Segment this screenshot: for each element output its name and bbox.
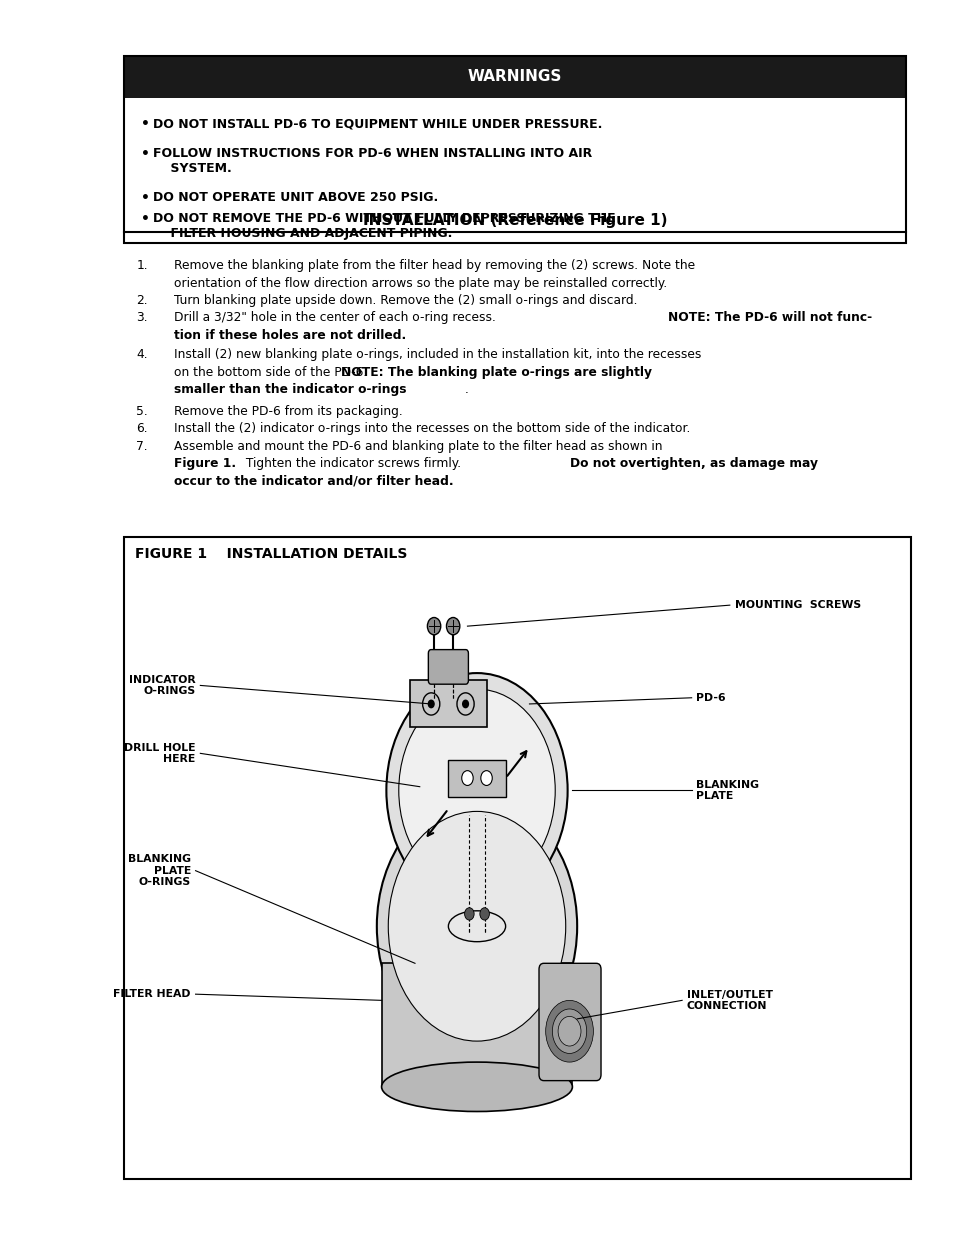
- Text: •: •: [141, 212, 150, 226]
- Text: tion if these holes are not drilled.: tion if these holes are not drilled.: [173, 329, 405, 342]
- Circle shape: [480, 909, 488, 919]
- Circle shape: [427, 618, 440, 635]
- Text: 4.: 4.: [136, 348, 148, 362]
- Text: BLANKING
PLATE: BLANKING PLATE: [696, 779, 759, 802]
- Circle shape: [545, 1000, 593, 1062]
- Text: 2.: 2.: [136, 294, 148, 308]
- Text: 3.: 3.: [136, 311, 148, 325]
- Text: INDICATOR
O-RINGS: INDICATOR O-RINGS: [129, 674, 195, 697]
- Circle shape: [464, 908, 474, 920]
- FancyBboxPatch shape: [538, 963, 600, 1081]
- Circle shape: [479, 908, 489, 920]
- Text: WARNINGS: WARNINGS: [468, 69, 561, 84]
- Text: DO NOT INSTALL PD-6 TO EQUIPMENT WHILE UNDER PRESSURE.: DO NOT INSTALL PD-6 TO EQUIPMENT WHILE U…: [152, 117, 601, 131]
- Text: .: .: [464, 383, 468, 396]
- Text: Remove the blanking plate from the filter head by removing the (2) screws. Note : Remove the blanking plate from the filte…: [173, 259, 694, 273]
- Circle shape: [376, 797, 577, 1056]
- FancyBboxPatch shape: [124, 56, 905, 98]
- Text: FOLLOW INSTRUCTIONS FOR PD-6 WHEN INSTALLING INTO AIR
    SYSTEM.: FOLLOW INSTRUCTIONS FOR PD-6 WHEN INSTAL…: [152, 147, 591, 175]
- Text: Install the (2) indicator o-rings into the recesses on the bottom side of the in: Install the (2) indicator o-rings into t…: [173, 422, 689, 436]
- Text: •: •: [141, 191, 150, 205]
- Text: 7.: 7.: [136, 440, 148, 453]
- Text: INLET/OUTLET
CONNECTION: INLET/OUTLET CONNECTION: [686, 989, 772, 1011]
- Text: Install (2) new blanking plate o-rings, included in the installation kit, into t: Install (2) new blanking plate o-rings, …: [173, 348, 700, 362]
- Text: DRILL HOLE
HERE: DRILL HOLE HERE: [124, 742, 195, 764]
- Text: Remove the PD-6 from its packaging.: Remove the PD-6 from its packaging.: [173, 405, 402, 419]
- Text: FILTER HEAD: FILTER HEAD: [113, 989, 191, 999]
- Ellipse shape: [381, 1062, 572, 1112]
- Circle shape: [446, 618, 459, 635]
- Text: Figure 1.: Figure 1.: [173, 457, 235, 471]
- Circle shape: [558, 1016, 580, 1046]
- Text: NOTE: The PD-6 will not func-: NOTE: The PD-6 will not func-: [667, 311, 871, 325]
- Text: smaller than the indicator o-rings: smaller than the indicator o-rings: [173, 383, 406, 396]
- Circle shape: [461, 771, 473, 785]
- Text: MOUNTING  SCREWS: MOUNTING SCREWS: [734, 600, 860, 610]
- Text: Do not overtighten, as damage may: Do not overtighten, as damage may: [569, 457, 817, 471]
- Text: NOTE: The blanking plate o-rings are slightly: NOTE: The blanking plate o-rings are sli…: [340, 366, 651, 379]
- Circle shape: [428, 700, 434, 708]
- Circle shape: [480, 771, 492, 785]
- FancyBboxPatch shape: [124, 537, 910, 1179]
- Text: Tighten the indicator screws firmly.: Tighten the indicator screws firmly.: [242, 457, 465, 471]
- Text: •: •: [141, 117, 150, 131]
- FancyBboxPatch shape: [381, 963, 572, 1087]
- Circle shape: [386, 673, 567, 908]
- Text: Turn blanking plate upside down. Remove the (2) small o-rings and discard.: Turn blanking plate upside down. Remove …: [173, 294, 637, 308]
- Text: Drill a 3/32" hole in the center of each o-ring recess.: Drill a 3/32" hole in the center of each…: [173, 311, 498, 325]
- Text: 6.: 6.: [136, 422, 148, 436]
- Text: on the bottom side of the PD-6.: on the bottom side of the PD-6.: [173, 366, 371, 379]
- Text: orientation of the flow direction arrows so the plate may be reinstalled correct: orientation of the flow direction arrows…: [173, 277, 666, 290]
- FancyBboxPatch shape: [428, 650, 468, 684]
- Circle shape: [462, 700, 468, 708]
- Circle shape: [388, 811, 565, 1041]
- Text: BLANKING
PLATE
O-RINGS: BLANKING PLATE O-RINGS: [128, 855, 191, 887]
- Text: Assemble and mount the PD-6 and blanking plate to the filter head as shown in: Assemble and mount the PD-6 and blanking…: [173, 440, 661, 453]
- Circle shape: [552, 1009, 586, 1053]
- Circle shape: [398, 689, 555, 892]
- Text: DO NOT REMOVE THE PD-6 WITHOUT FULLY DEPRESSURIZING THE
    FILTER HOUSING AND A: DO NOT REMOVE THE PD-6 WITHOUT FULLY DEP…: [152, 212, 615, 241]
- Text: PD-6: PD-6: [696, 693, 725, 703]
- Text: 5.: 5.: [136, 405, 148, 419]
- Text: occur to the indicator and/or filter head.: occur to the indicator and/or filter hea…: [173, 474, 453, 488]
- FancyBboxPatch shape: [124, 98, 905, 243]
- Text: 1.: 1.: [136, 259, 148, 273]
- FancyBboxPatch shape: [448, 760, 505, 797]
- Text: INSTALLATION (Reference Figure 1): INSTALLATION (Reference Figure 1): [362, 214, 667, 228]
- Text: DO NOT OPERATE UNIT ABOVE 250 PSIG.: DO NOT OPERATE UNIT ABOVE 250 PSIG.: [152, 191, 437, 205]
- Circle shape: [465, 909, 473, 919]
- FancyBboxPatch shape: [410, 680, 486, 727]
- Text: FIGURE 1    INSTALLATION DETAILS: FIGURE 1 INSTALLATION DETAILS: [135, 547, 408, 561]
- Text: •: •: [141, 147, 150, 161]
